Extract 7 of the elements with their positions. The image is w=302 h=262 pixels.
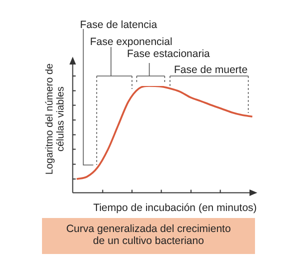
y-axis-title: Logaritmo del número de células viables (44, 62, 66, 176)
text: Fase de latencia (80, 19, 158, 31)
text: Fase estacionaria (127, 48, 210, 60)
text: Fase de muerte (174, 64, 248, 76)
text: Curva generalizada del crecimiento de un cultivo bacteriano (65, 223, 232, 247)
x-axis-title: Tiempo de incubación (en minutos) (92, 202, 258, 214)
text: Fase exponencial (90, 36, 172, 48)
